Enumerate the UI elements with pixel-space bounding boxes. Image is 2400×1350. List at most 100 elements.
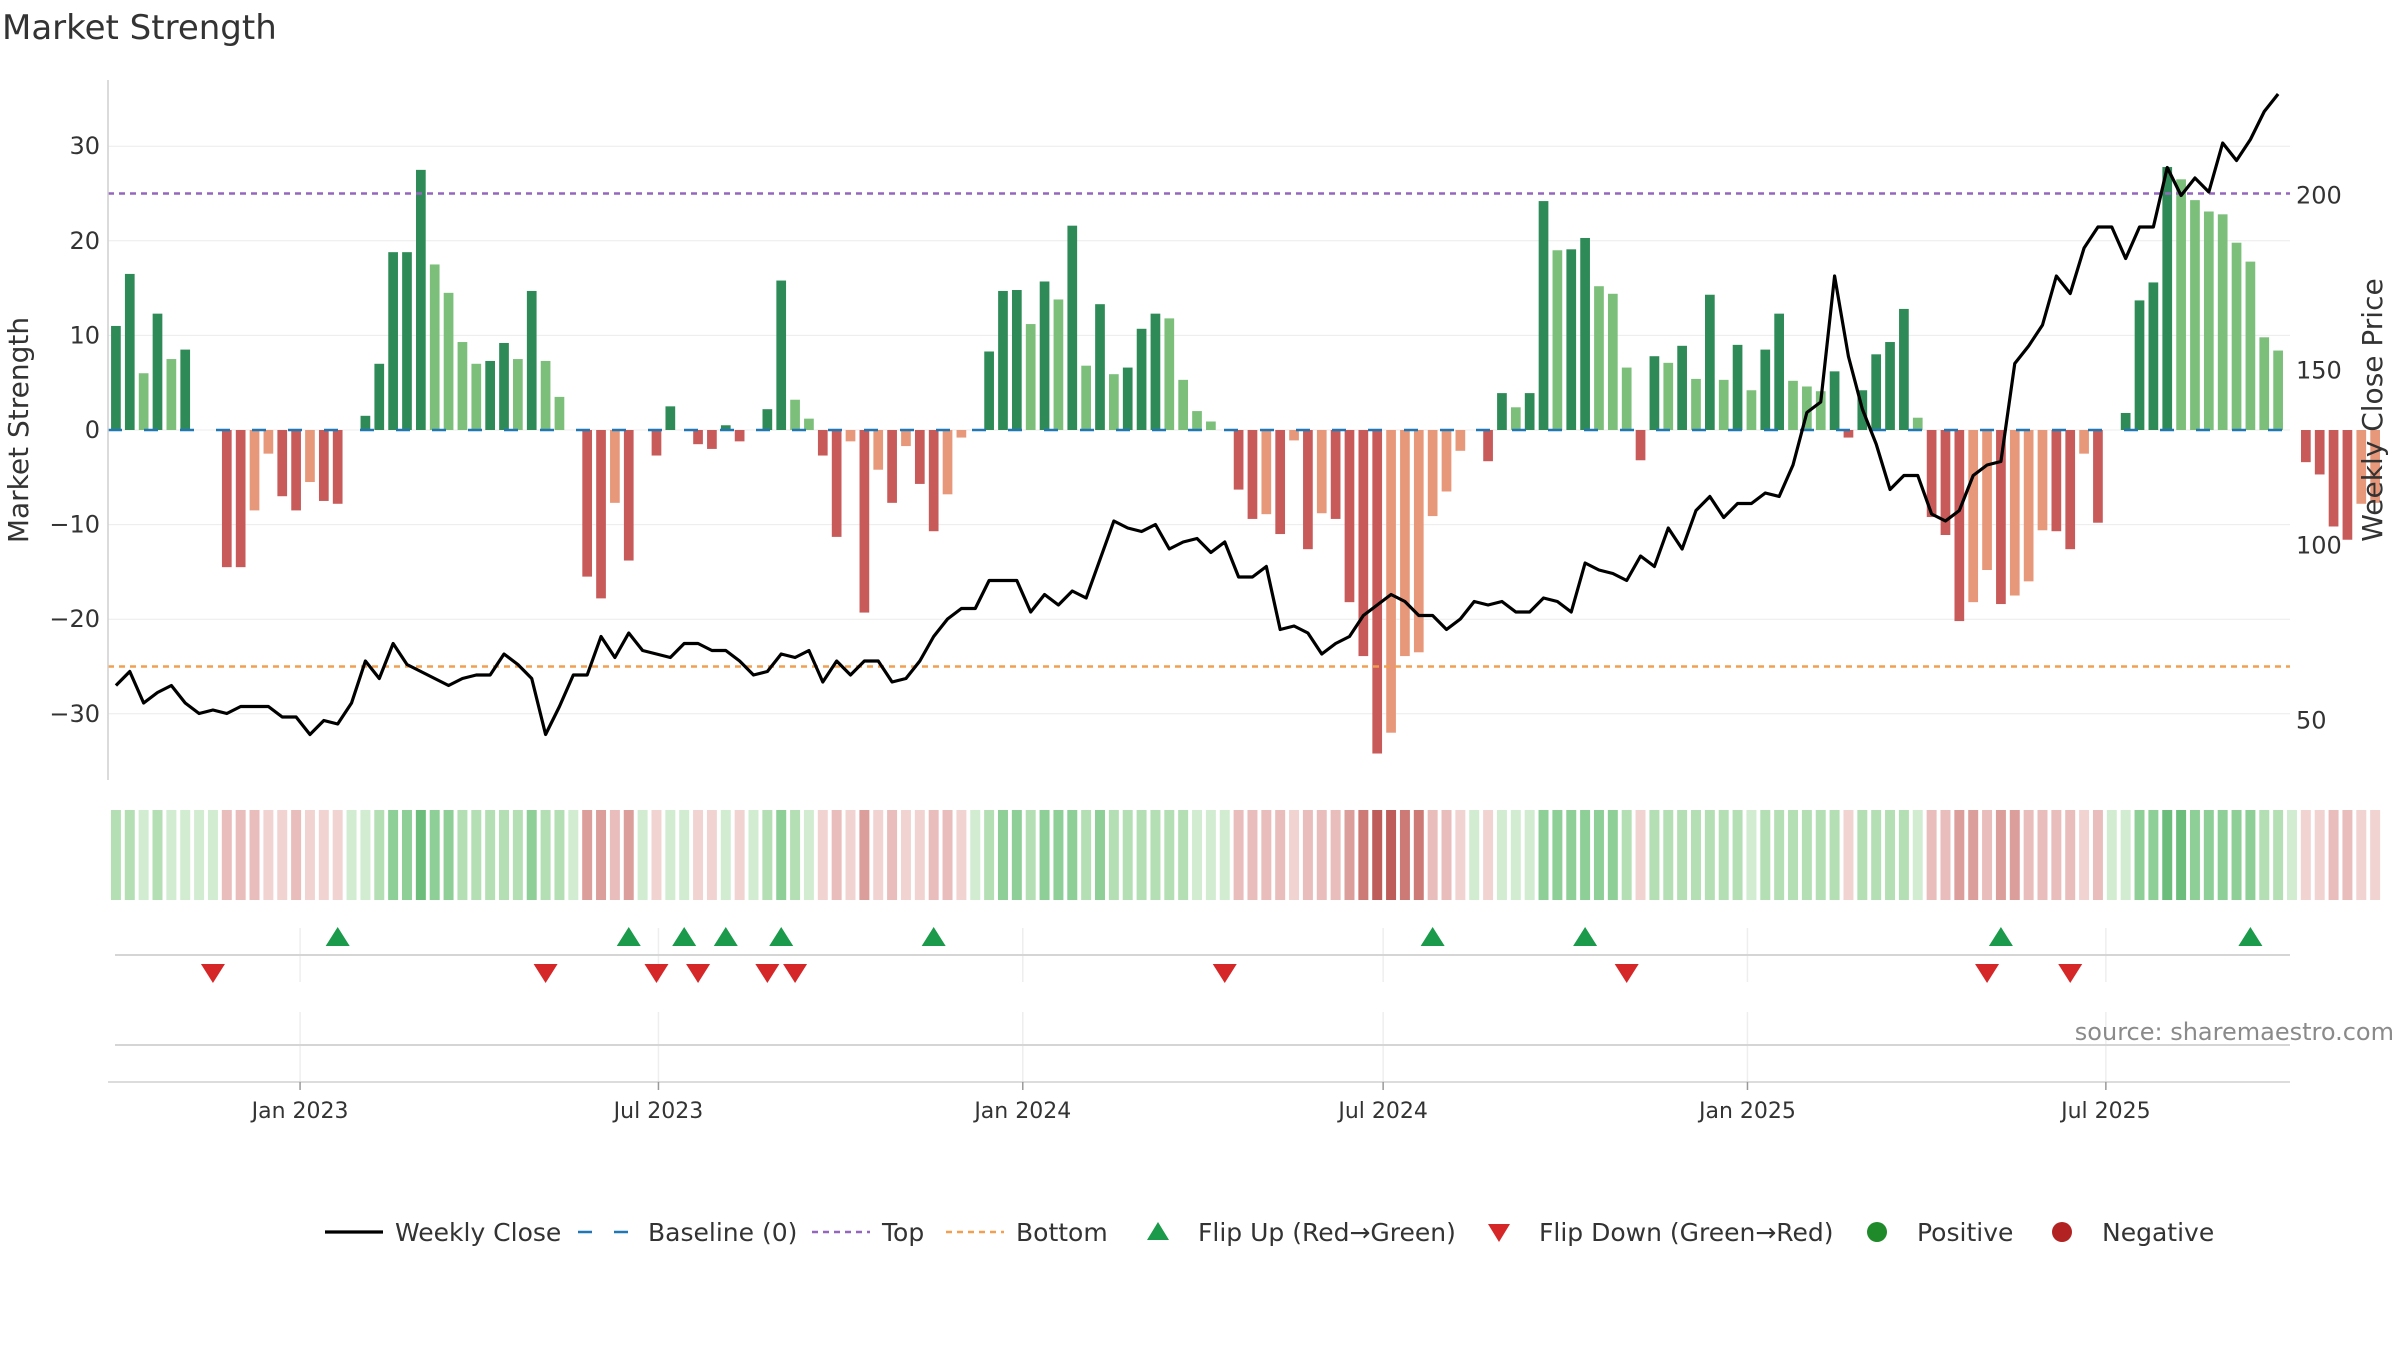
legend-label: Weekly Close <box>395 1218 561 1247</box>
strength-bar <box>762 409 773 430</box>
heat-cell <box>1247 810 1258 900</box>
heat-cell <box>526 810 537 900</box>
heat-cell <box>1399 810 1410 900</box>
strength-bar <box>1025 324 1036 430</box>
heat-cell <box>2300 810 2311 900</box>
heat-cell <box>485 810 496 900</box>
flip-down-marker <box>1614 964 1639 983</box>
heat-cell <box>1330 810 1341 900</box>
heat-cell <box>1857 810 1868 900</box>
heat-cell <box>859 810 870 900</box>
weekly-close-line <box>114 93 2280 737</box>
flip-up-marker <box>769 927 794 946</box>
strength-bar <box>415 169 426 430</box>
strength-bar <box>263 430 274 454</box>
heat-cell <box>415 810 426 900</box>
heat-cell <box>1982 810 1993 900</box>
heat-cell <box>1178 810 1189 900</box>
strength-bar <box>1247 430 1258 519</box>
strength-bar <box>1954 430 1965 622</box>
strength-bar <box>277 430 288 497</box>
strength-bar <box>1912 417 1923 430</box>
strength-bar <box>1649 356 1660 430</box>
heat-cell <box>346 810 357 900</box>
strength-bar <box>1275 430 1286 535</box>
strength-bar <box>984 351 994 430</box>
y-axis-label: Market Strength <box>2 317 35 543</box>
strength-bar <box>249 430 260 511</box>
strength-bar <box>166 359 177 430</box>
strength-bar <box>1552 250 1563 430</box>
heat-cell <box>1690 810 1701 900</box>
flip-down-marker <box>1212 964 1237 983</box>
flip-up-marker <box>325 927 350 946</box>
strength-bar <box>2342 430 2353 540</box>
flip-down-marker <box>783 964 808 983</box>
heat-cell <box>1815 810 1826 900</box>
heat-cell <box>1441 810 1452 900</box>
heat-cell <box>1302 810 1313 900</box>
strength-bar <box>1427 430 1438 517</box>
strength-bar <box>1067 225 1078 430</box>
strength-bar <box>1885 342 1895 430</box>
strength-bar <box>1316 430 1327 514</box>
heat-cell <box>554 810 565 900</box>
strength-bar <box>2190 200 2200 430</box>
heat-cell <box>2273 810 2284 900</box>
strength-bar <box>1607 293 1618 430</box>
strength-bar <box>1122 367 1133 430</box>
heat-cell <box>1677 810 1688 900</box>
strength-bar <box>1663 362 1674 430</box>
strength-bar <box>1164 318 1175 430</box>
heat-cell <box>1469 810 1480 900</box>
strength-bar <box>776 280 787 430</box>
strength-bar <box>1732 344 1743 430</box>
heat-cell <box>1885 810 1896 900</box>
strength-bar <box>1760 349 1771 430</box>
strength-bar <box>2134 300 2145 430</box>
heat-cell <box>762 810 773 900</box>
heat-cell <box>2023 810 2034 900</box>
strength-bar <box>914 430 925 484</box>
heat-cell <box>2079 810 2090 900</box>
heat-cell <box>1427 810 1438 900</box>
heat-cell <box>1746 810 1757 900</box>
strength-bar <box>1136 328 1147 430</box>
strength-bar <box>1815 391 1826 430</box>
heat-cell <box>124 810 135 900</box>
heat-cell <box>1483 810 1494 900</box>
strength-bar <box>1899 308 1909 430</box>
flip-markers <box>115 927 2290 983</box>
strength-bar <box>388 252 398 430</box>
heat-cell <box>1566 810 1577 900</box>
heat-cell <box>194 810 205 900</box>
legend: Weekly Close Baseline (0) Top Bottom Flip Up… <box>325 1218 2214 1247</box>
strength-bar <box>1011 290 1022 430</box>
strength-bar <box>956 430 967 438</box>
heat-cell <box>1039 810 1050 900</box>
heat-cell <box>1081 810 1092 900</box>
heat-cell <box>900 810 911 900</box>
strength-bar <box>2217 214 2228 430</box>
heat-cell <box>1871 810 1882 900</box>
heat-cell <box>318 810 329 900</box>
strength-bar <box>610 430 620 503</box>
strength-bar <box>2037 430 2048 531</box>
heat-cell <box>1164 810 1175 900</box>
strength-bar <box>1206 421 1216 430</box>
heat-cell <box>1607 810 1618 900</box>
heat-cell <box>1593 810 1604 900</box>
strength-bar <box>1871 354 1882 430</box>
heat-cell <box>734 810 745 900</box>
heat-cell <box>1995 810 2006 900</box>
strength-bar <box>1178 379 1189 430</box>
flip-down-marker <box>533 964 558 983</box>
flip-up-marker <box>616 927 641 946</box>
strength-bar <box>443 292 454 430</box>
heat-cell <box>873 810 884 900</box>
heat-cell <box>1954 810 1965 900</box>
heat-cell <box>2342 810 2353 900</box>
heat-cell <box>803 810 814 900</box>
x-tick-label: Jan 2024 <box>972 1099 1071 1124</box>
strength-bar <box>887 430 897 503</box>
